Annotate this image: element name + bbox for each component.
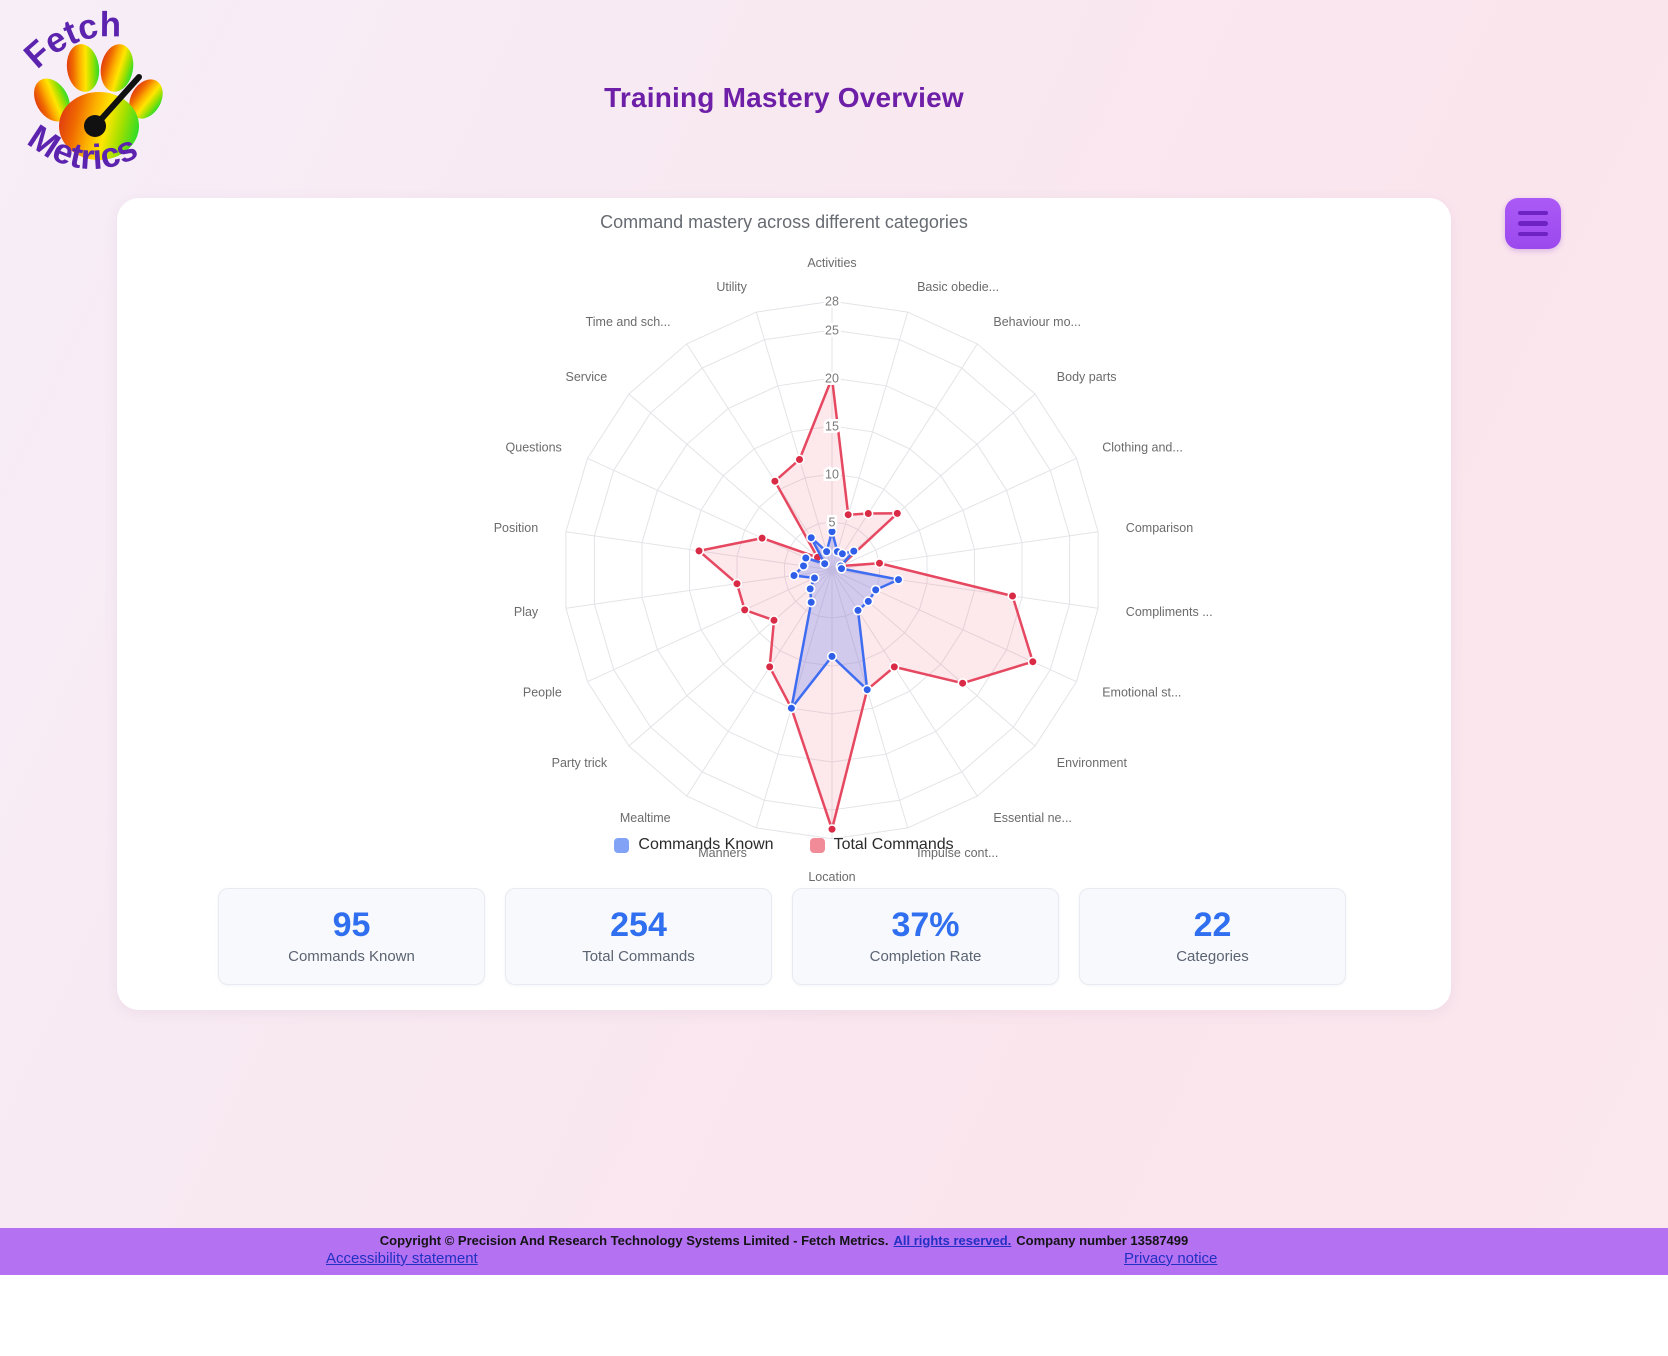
hamburger-icon <box>1518 221 1548 226</box>
stat-value: 22 <box>1193 906 1232 944</box>
svg-text:Party trick: Party trick <box>552 756 608 770</box>
company-number: Company number 13587499 <box>1016 1233 1189 1248</box>
svg-text:Questions: Questions <box>506 441 562 455</box>
svg-text:Activities: Activities <box>807 256 856 270</box>
svg-text:Clothing and...: Clothing and... <box>1102 441 1183 455</box>
stat-card-commands-known: 95 Commands Known <box>218 888 485 985</box>
hamburger-menu-button[interactable] <box>1505 198 1561 249</box>
svg-text:Play: Play <box>514 605 539 619</box>
radar-tick-labels: 5 10 15 20 25 28 <box>823 292 842 532</box>
copyright-text: Copyright © Precision And Research Techn… <box>379 1233 889 1248</box>
accessibility-statement-link[interactable]: Accessibility statement <box>326 1250 478 1267</box>
stats-row: 95 Commands Known 254 Total Commands 37%… <box>218 888 1346 985</box>
gauge-needle-icon <box>84 74 142 137</box>
svg-text:Manners: Manners <box>698 846 747 860</box>
total-commands-swatch-icon <box>809 837 825 853</box>
stat-label: Total Commands <box>582 948 695 965</box>
svg-text:Comparison: Comparison <box>1126 521 1193 535</box>
svg-text:People: People <box>523 686 562 700</box>
stat-label: Commands Known <box>288 948 415 965</box>
hamburger-icon <box>1518 210 1548 216</box>
svg-text:Service: Service <box>566 370 608 384</box>
stat-card-categories: 22 Categories <box>1079 888 1346 985</box>
chart-title: Command mastery across different categor… <box>600 212 968 232</box>
radar-chart-canvas[interactable]: 5 10 15 20 25 28 Activities Basic obedie... Beha… <box>117 198 1451 1010</box>
legend-item-total-commands[interactable]: Total Commands <box>809 836 954 854</box>
svg-text:10: 10 <box>825 468 839 482</box>
svg-text:Essential ne...: Essential ne... <box>993 811 1072 825</box>
commands-known-swatch-icon <box>614 837 630 853</box>
logo[interactable]: Fetch Metrics <box>12 4 182 179</box>
svg-text:28: 28 <box>825 295 839 309</box>
stat-label: Categories <box>1176 948 1249 965</box>
stat-label: Completion Rate <box>869 948 982 965</box>
svg-text:Body parts: Body parts <box>1057 370 1117 384</box>
stat-value: 95 <box>332 906 371 944</box>
svg-text:Mealtime: Mealtime <box>620 811 671 825</box>
svg-text:Time and sch...: Time and sch... <box>586 315 671 329</box>
radar-series-commands-known <box>786 526 904 714</box>
stat-card-completion-rate: 37% Completion Rate <box>792 888 1059 985</box>
stat-card-total-commands: 254 Total Commands <box>505 888 772 985</box>
svg-text:Impulse cont...: Impulse cont... <box>917 846 998 860</box>
svg-text:Location: Location <box>808 870 855 884</box>
svg-text:Environment: Environment <box>1057 756 1128 770</box>
stat-value: 37% <box>891 906 960 944</box>
svg-text:15: 15 <box>825 420 839 434</box>
chart-card: Command mastery across different categor… <box>117 198 1451 1010</box>
page-title: Training Mastery Overview <box>604 82 964 113</box>
svg-text:25: 25 <box>825 324 839 338</box>
all-rights-reserved-link[interactable]: All rights reserved. <box>893 1233 1012 1248</box>
svg-text:Utility: Utility <box>716 280 747 294</box>
paw-gauge-logo: Fetch Metrics <box>17 5 163 177</box>
svg-text:Basic obedie...: Basic obedie... <box>917 280 999 294</box>
stat-value: 254 <box>610 906 667 944</box>
legend-label: Commands Known <box>638 836 774 853</box>
legend-item-commands-known[interactable]: Commands Known <box>614 836 774 854</box>
footer: Copyright © Precision And Research Techn… <box>0 1228 1668 1275</box>
chart-legend: Commands Known Total Commands <box>117 836 1451 854</box>
svg-text:20: 20 <box>825 372 839 386</box>
svg-text:Emotional st...: Emotional st... <box>1102 686 1181 700</box>
privacy-notice-link[interactable]: Privacy notice <box>1124 1250 1218 1267</box>
svg-text:5: 5 <box>829 516 836 530</box>
legend-label: Total Commands <box>833 836 954 853</box>
hamburger-icon <box>1518 231 1548 237</box>
svg-text:Position: Position <box>494 521 539 535</box>
radar-category-labels: Activities Basic obedie... Behaviour mo...… <box>494 256 1213 884</box>
copyright-line: Copyright © Precision And Research Techn… <box>117 1228 1451 1248</box>
svg-text:Behaviour mo...: Behaviour mo... <box>993 315 1081 329</box>
svg-text:Compliments ...: Compliments ... <box>1126 605 1213 619</box>
